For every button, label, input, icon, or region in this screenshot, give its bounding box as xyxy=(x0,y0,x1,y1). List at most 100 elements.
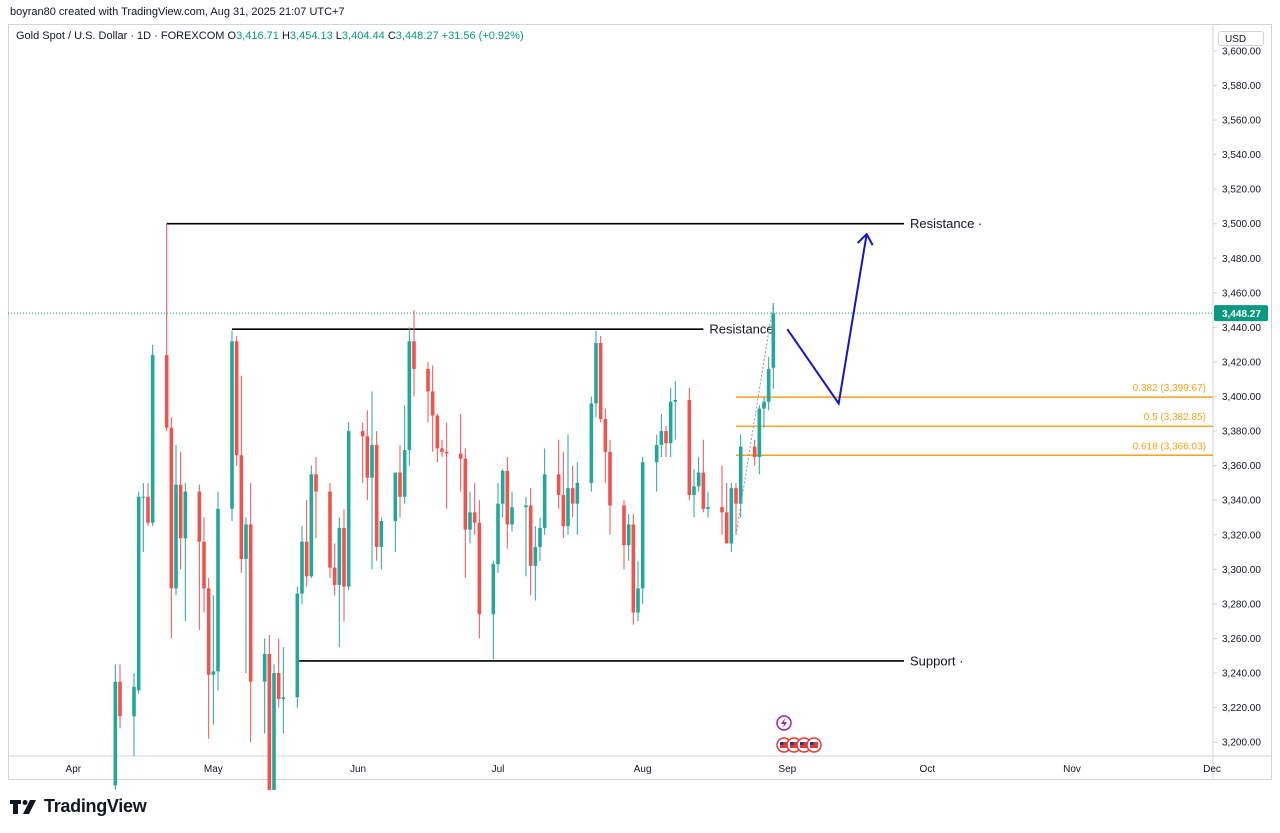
candle-body[interactable] xyxy=(734,488,738,504)
candle-body[interactable] xyxy=(771,313,776,368)
candle-body[interactable] xyxy=(505,470,510,525)
chart-frame[interactable] xyxy=(8,24,1272,780)
projection-path[interactable] xyxy=(786,233,868,407)
candle-body[interactable] xyxy=(496,503,500,565)
candle-body[interactable] xyxy=(500,470,505,504)
candle-body[interactable] xyxy=(314,474,318,492)
candle-body[interactable] xyxy=(752,446,757,458)
candle-body[interactable] xyxy=(701,472,706,509)
candle-body[interactable] xyxy=(626,524,631,546)
candle-body[interactable] xyxy=(668,401,673,444)
candle-body[interactable] xyxy=(360,431,365,437)
candle-body[interactable] xyxy=(300,541,304,594)
candle-body[interactable] xyxy=(272,673,276,790)
candle-body[interactable] xyxy=(136,496,141,691)
currency-button[interactable]: USD xyxy=(1218,31,1264,46)
candle-body[interactable] xyxy=(365,436,370,478)
candle-body[interactable] xyxy=(468,512,472,530)
candle-body[interactable] xyxy=(757,408,762,458)
candle-body[interactable] xyxy=(575,482,580,504)
candle-body[interactable] xyxy=(206,588,211,675)
tradingview-logo[interactable]: TradingView xyxy=(10,796,147,817)
candle-body[interactable] xyxy=(328,491,332,568)
chart-svg[interactable]: 3,200.00 3,220.00 3,240.00 3,260.00 3,280.00… xyxy=(0,0,1280,790)
candle-body[interactable] xyxy=(402,450,407,497)
candle-body[interactable] xyxy=(636,588,640,613)
candle-body[interactable] xyxy=(337,527,342,585)
candle-body[interactable] xyxy=(141,496,146,498)
candle-body[interactable] xyxy=(738,446,743,504)
candle-body[interactable] xyxy=(561,495,566,527)
candle-body[interactable] xyxy=(197,491,202,542)
symbol-label[interactable]: Gold Spot / U.S. Dollar · 1D · FOREXCOM xyxy=(16,30,225,42)
candle-body[interactable] xyxy=(444,451,449,454)
candle-body[interactable] xyxy=(393,472,398,521)
candle-body[interactable] xyxy=(603,419,608,452)
candle-body[interactable] xyxy=(706,507,710,509)
candle-body[interactable] xyxy=(510,507,514,525)
candle-body[interactable] xyxy=(174,484,178,589)
candle-body[interactable] xyxy=(594,342,598,404)
candle-body[interactable] xyxy=(113,681,118,786)
candle-body[interactable] xyxy=(477,522,482,615)
candle-body[interactable] xyxy=(407,341,412,451)
candle-body[interactable] xyxy=(164,355,169,428)
candle-body[interactable] xyxy=(472,512,477,523)
candle-body[interactable] xyxy=(659,431,664,445)
candle-body[interactable] xyxy=(538,527,542,547)
candle-body[interactable] xyxy=(146,496,150,523)
candle-body[interactable] xyxy=(234,341,239,456)
candle-body[interactable] xyxy=(346,431,351,587)
candle-body[interactable] xyxy=(720,507,724,513)
candle-body[interactable] xyxy=(598,342,603,420)
candle-body[interactable] xyxy=(566,488,570,527)
candle-body[interactable] xyxy=(589,403,594,483)
candle-body[interactable] xyxy=(370,444,374,478)
candle-body[interactable] xyxy=(230,341,234,509)
candle-body[interactable] xyxy=(542,474,547,528)
candle-body[interactable] xyxy=(211,671,216,675)
candle-body[interactable] xyxy=(528,505,533,566)
candle-body[interactable] xyxy=(178,484,183,539)
candle-body[interactable] xyxy=(491,564,496,615)
candle-body[interactable] xyxy=(440,448,444,452)
candle-body[interactable] xyxy=(118,681,122,717)
candle-body[interactable] xyxy=(426,368,430,392)
candle-body[interactable] xyxy=(533,546,538,566)
candle-body[interactable] xyxy=(150,355,155,523)
candle-body[interactable] xyxy=(766,368,771,402)
candle-body[interactable] xyxy=(239,455,244,559)
candle-body[interactable] xyxy=(309,474,314,577)
candle-body[interactable] xyxy=(696,472,701,487)
candle-body[interactable] xyxy=(248,524,253,682)
candle-body[interactable] xyxy=(458,453,463,459)
candle-body[interactable] xyxy=(412,341,416,369)
candle-body[interactable] xyxy=(435,415,440,449)
candle-body[interactable] xyxy=(374,444,379,547)
candle-body[interactable] xyxy=(664,431,668,444)
candle-body[interactable] xyxy=(687,400,692,496)
candle-body[interactable] xyxy=(762,401,766,409)
candle-body[interactable] xyxy=(342,527,346,587)
candle-body[interactable] xyxy=(654,444,659,463)
candle-body[interactable] xyxy=(430,391,435,416)
candle-body[interactable] xyxy=(132,686,136,717)
candle-body[interactable] xyxy=(673,400,678,402)
candle-body[interactable] xyxy=(216,508,220,672)
candle-body[interactable] xyxy=(640,462,645,589)
candle-body[interactable] xyxy=(622,505,626,546)
candle-body[interactable] xyxy=(463,458,468,530)
candle-body[interactable] xyxy=(724,512,729,544)
candle-body[interactable] xyxy=(524,505,528,508)
candle-body[interactable] xyxy=(729,488,734,544)
candle-body[interactable] xyxy=(244,524,248,559)
candle-body[interactable] xyxy=(276,673,281,699)
candle-body[interactable] xyxy=(379,520,384,547)
candle-body[interactable] xyxy=(169,427,174,589)
candle-body[interactable] xyxy=(692,486,696,496)
candle-body[interactable] xyxy=(281,697,286,699)
candle-body[interactable] xyxy=(262,654,267,682)
candle-body[interactable] xyxy=(183,491,188,539)
candle-body[interactable] xyxy=(332,567,337,585)
candle-body[interactable] xyxy=(570,488,575,504)
